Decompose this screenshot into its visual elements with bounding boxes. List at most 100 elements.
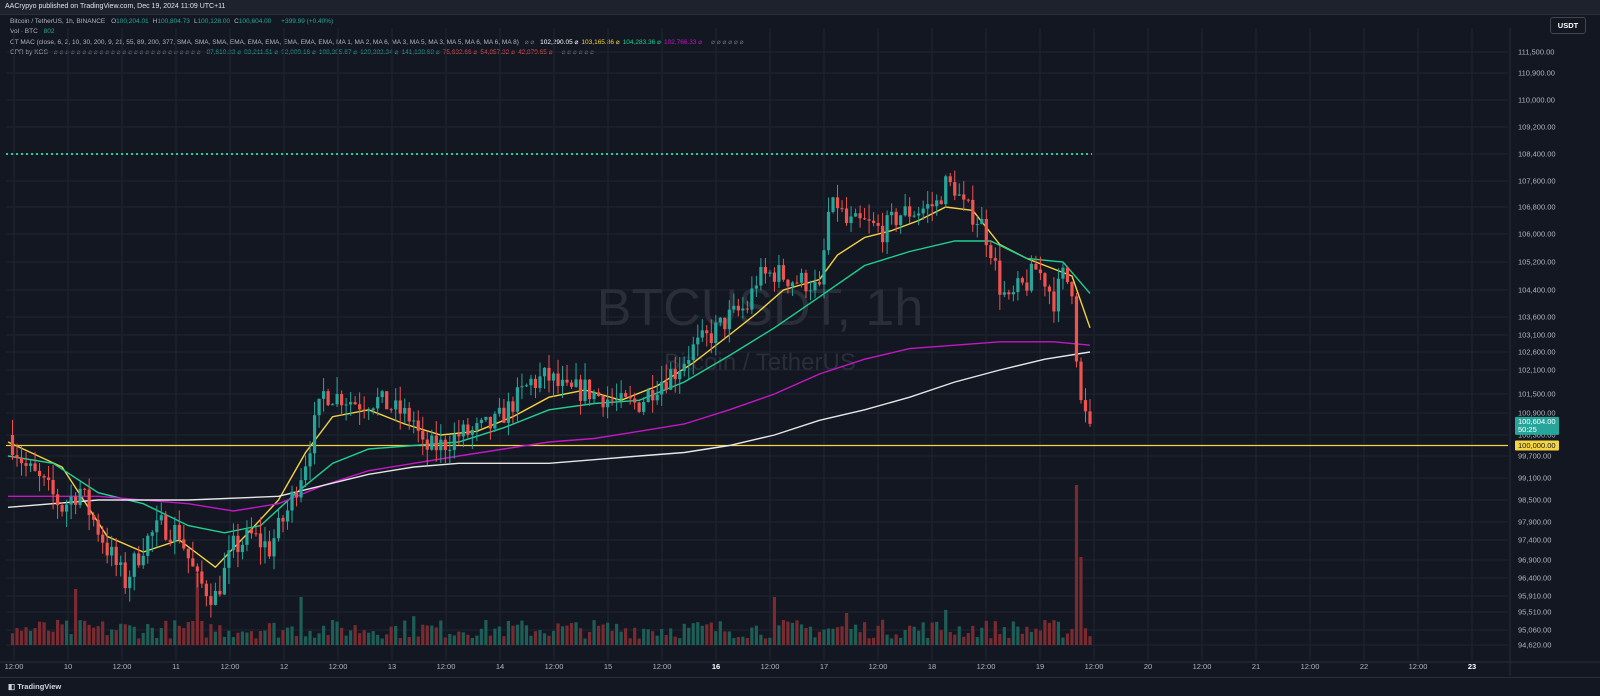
time-tick-label: 21 (1252, 662, 1260, 671)
volume-bar (114, 630, 118, 645)
candle-body (326, 391, 330, 406)
volume-bar (493, 628, 497, 645)
volume-bar (96, 626, 100, 645)
volume-bar (204, 637, 208, 645)
time-tick-label: 12:00 (5, 662, 24, 671)
volume-bar (777, 625, 781, 645)
candle-body (24, 463, 28, 466)
candle-body (65, 504, 69, 512)
candle-body (560, 379, 565, 386)
volume-bar (385, 634, 389, 645)
candle-body (349, 402, 353, 405)
volume-bar (799, 624, 804, 645)
volume-bar (957, 626, 961, 645)
volume-bar (1074, 485, 1079, 645)
candle-body (524, 385, 529, 387)
candle-body (123, 562, 127, 589)
volume-bar (55, 619, 60, 645)
volume-bar (412, 616, 416, 645)
volume-bar (975, 637, 979, 645)
volume-bar (1034, 628, 1038, 645)
candle-body (556, 373, 560, 386)
volume-bar (741, 636, 745, 645)
volume-bar (673, 636, 677, 645)
volume-bar (1052, 620, 1056, 645)
volume-legend[interactable]: Vol · BTC 802 (10, 28, 58, 35)
volume-bar (1065, 633, 1070, 645)
candle-body (448, 449, 452, 451)
volume-bar (218, 625, 222, 645)
last-price-badge-label: 100,604.00 (1518, 417, 1556, 426)
price-tick-label: 107,600.00 (1518, 177, 1556, 186)
candle-body (799, 272, 804, 283)
volume-bar (876, 625, 880, 645)
time-tick-label: 12:00 (653, 662, 672, 671)
tradingview-logo[interactable]: ◧ TradingView (8, 682, 61, 691)
candle-body (227, 550, 231, 568)
candle-body (831, 197, 835, 212)
candle-body (407, 407, 411, 422)
volume-bar (227, 630, 231, 645)
candle-body (294, 491, 299, 498)
candle-body (119, 562, 123, 565)
volume-bar (831, 628, 835, 645)
candle-body (741, 308, 745, 311)
volume-bar (159, 628, 163, 645)
candle-body (105, 542, 109, 556)
volume-bar (371, 631, 375, 645)
candle-body (506, 401, 511, 423)
published-by-text: AACrypyo published on TradingView.com, D… (5, 3, 226, 10)
volume-bar (971, 625, 975, 645)
candle-body (624, 393, 628, 397)
candle-body (1043, 273, 1047, 287)
volume-bar (917, 630, 921, 645)
candle-body (989, 245, 993, 259)
volume-bar (1043, 620, 1047, 645)
candle-body (926, 204, 930, 209)
volume-bar (15, 628, 19, 645)
volume-bar (700, 625, 704, 645)
candle-body (1070, 282, 1074, 297)
candle-body (664, 381, 668, 390)
candle-body (308, 453, 312, 467)
candle-body (412, 420, 416, 422)
price-chart[interactable]: BTCUSDT, 1h Bitcoin / TetherUS 111,500.00 1… (0, 15, 1600, 677)
volume-bar (1038, 630, 1043, 645)
candle-body (610, 399, 614, 401)
volume-bar (646, 629, 650, 645)
volume-bar (844, 613, 849, 645)
price-tick-label: 110,000.00 (1518, 96, 1555, 105)
time-tick-label: 12:00 (545, 662, 564, 671)
volume-bar (664, 635, 668, 645)
currency-button[interactable]: USDT (1550, 17, 1586, 34)
candle-body (745, 308, 749, 310)
candle-body (917, 213, 921, 216)
candle-body (980, 218, 984, 225)
volume-bar (430, 625, 434, 645)
line-price-badge-label: 100,000.00 (1518, 441, 1556, 450)
time-tick-label: 12 (280, 662, 288, 671)
volume-bar (46, 630, 51, 645)
volume-bar (281, 630, 285, 645)
volume-bar (786, 621, 790, 645)
candle-body (114, 546, 118, 565)
ohlc-key-l: L (193, 18, 198, 25)
mac-label: CT MAC (close, 6, 2, 10, 30, 200, 9, 21,… (10, 39, 519, 46)
volume-bar (750, 627, 754, 645)
symbol-legend[interactable]: Bitcoin / TetherUS, 1h, BINANCE O100,204… (10, 18, 337, 25)
candle-body (822, 250, 826, 285)
time-tick-label: 15 (604, 662, 612, 671)
volume-bar (989, 638, 993, 645)
volume-bar (231, 637, 236, 645)
candle-body (245, 529, 249, 545)
volume-bar (885, 634, 889, 645)
volume-bar (538, 630, 542, 645)
candle-body (200, 571, 204, 584)
candle-body (51, 479, 55, 495)
mac-legend[interactable]: CT MAC (close, 6, 2, 10, 30, 200, 9, 21,… (10, 38, 748, 46)
candle-body (1088, 411, 1092, 424)
candle-body (781, 265, 786, 280)
volume-bar (380, 638, 384, 645)
candle-body (267, 541, 272, 557)
volume-bar (340, 627, 344, 645)
